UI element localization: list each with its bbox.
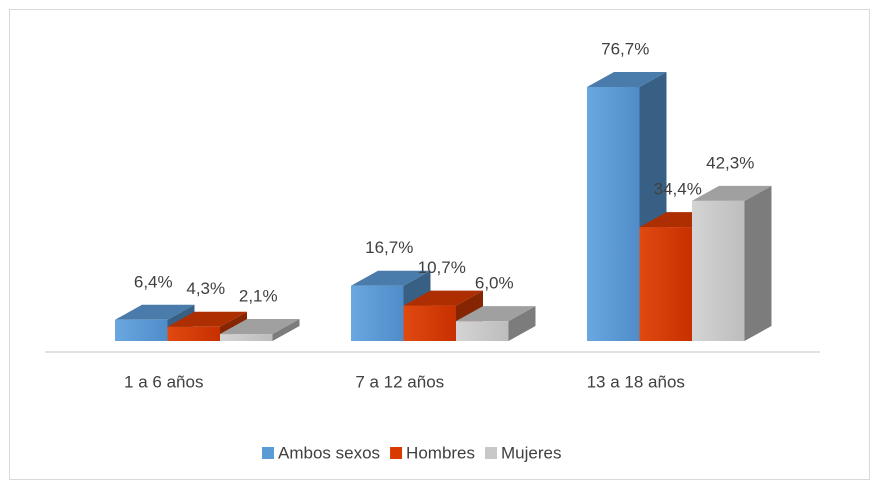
bar-top [115, 304, 195, 320]
bar-side [272, 319, 300, 341]
bar-side [744, 185, 772, 341]
bar-front [692, 200, 745, 341]
bar-front [220, 334, 273, 341]
data-label: 34,4% [654, 180, 702, 199]
data-label: 76,7% [601, 39, 649, 58]
legend-swatch [485, 447, 498, 459]
bar [692, 185, 772, 341]
x-tick-label: 1 a 6 años [124, 372, 203, 391]
data-label: 2,1% [239, 287, 278, 306]
legend-label: Mujeres [501, 443, 561, 462]
x-tick-label: 7 a 12 años [355, 372, 444, 391]
legend-swatch [262, 447, 274, 459]
bar-top [403, 290, 483, 306]
bar-top [587, 72, 667, 87]
bar-side [508, 306, 536, 341]
bar [456, 306, 536, 341]
bar-top [167, 311, 247, 327]
bar-top [220, 319, 300, 335]
data-label: 42,3% [706, 153, 754, 172]
legend-swatch [390, 447, 403, 459]
bar-front [456, 321, 509, 341]
bar-front [115, 319, 168, 341]
data-label: 6,4% [134, 272, 173, 291]
bar-front [639, 227, 692, 341]
legend-label: Hombres [406, 443, 475, 462]
bar-front [351, 285, 404, 341]
legend-label: Ambos sexos [278, 443, 380, 462]
data-label: 6,0% [475, 274, 514, 293]
bar-top [351, 270, 431, 286]
bar-front [587, 87, 640, 341]
data-label: 16,7% [365, 238, 413, 257]
x-tick-label: 13 a 18 años [587, 372, 685, 391]
bar-front [403, 305, 456, 341]
bar-top [692, 185, 772, 201]
bar-front [167, 326, 220, 341]
data-label: 10,7% [418, 258, 466, 277]
data-label: 4,3% [186, 279, 225, 298]
bar-top [456, 306, 536, 322]
bar [220, 319, 300, 341]
